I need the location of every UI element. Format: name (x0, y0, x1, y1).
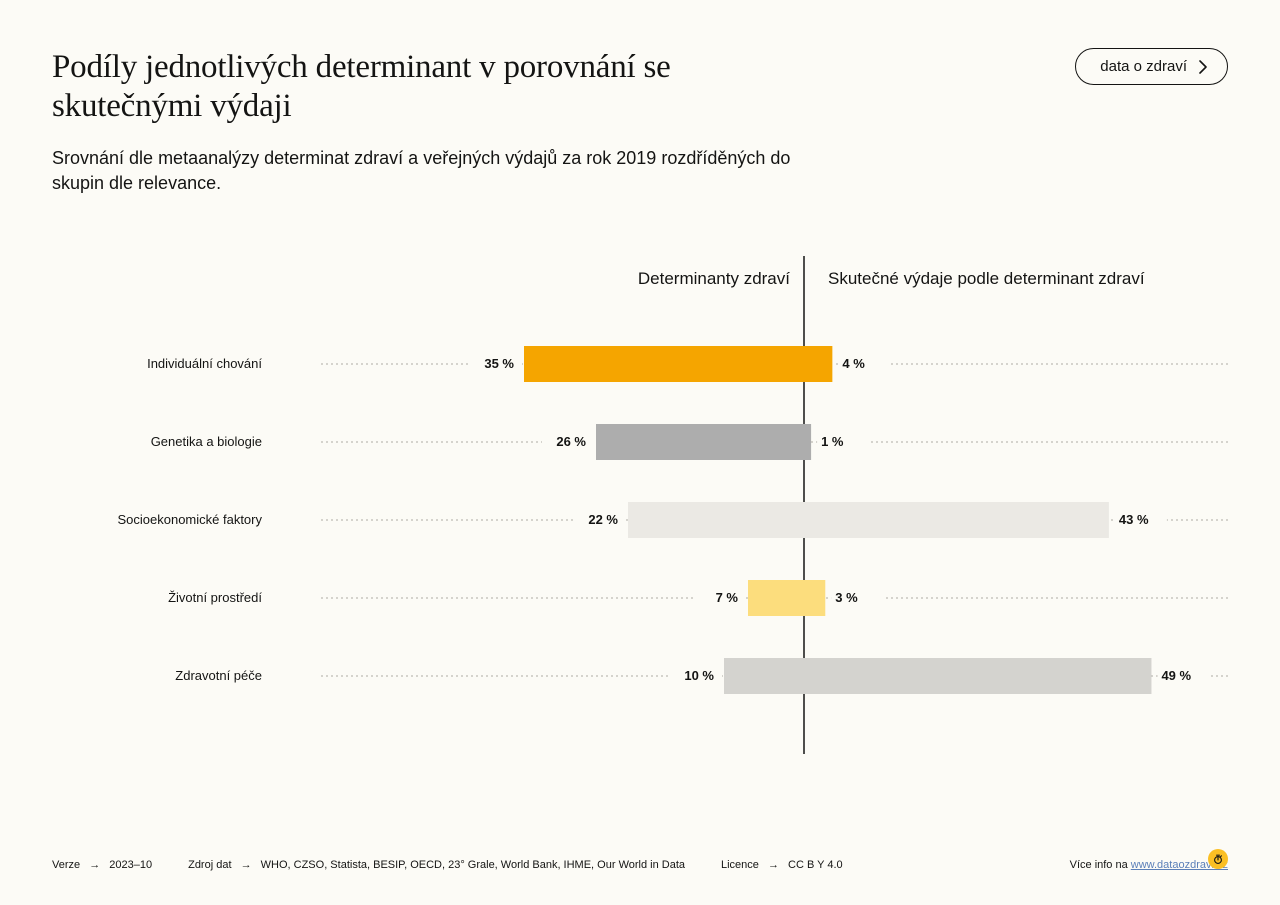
value-right: 49 % (1161, 668, 1191, 683)
value-left: 26 % (556, 434, 586, 449)
footer-licence: Licence → CC B Y 4.0 (721, 859, 843, 871)
bar-right (804, 580, 825, 616)
bar-right (804, 502, 1109, 538)
footer-version: Verze → 2023–10 (52, 859, 152, 871)
value-right: 4 % (842, 356, 865, 371)
bar-left (524, 346, 804, 382)
footer: Verze → 2023–10 Zdroj dat → WHO, CZSO, S… (52, 859, 1228, 871)
value-right: 1 % (821, 434, 844, 449)
stopwatch-icon (1212, 853, 1224, 865)
brand-badge (1208, 849, 1228, 869)
bar-right (804, 346, 832, 382)
value-right: 43 % (1119, 512, 1149, 527)
value-left: 22 % (588, 512, 618, 527)
chevron-right-icon (1199, 60, 1207, 74)
footer-source: Zdroj dat → WHO, CZSO, Statista, BESIP, … (188, 859, 685, 871)
bar-left (724, 658, 804, 694)
button-label: data o zdraví (1100, 58, 1187, 75)
value-left: 7 % (716, 590, 739, 605)
page-title: Podíly jednotlivých determinant v porovn… (52, 48, 752, 126)
axis-label-right: Skutečné výdaje podle determinant zdraví (828, 269, 1145, 288)
value-right: 3 % (835, 590, 858, 605)
bar-right (804, 658, 1151, 694)
category-label: Socioekonomické faktory (117, 512, 262, 527)
data-o-zdravi-button[interactable]: data o zdraví (1075, 48, 1228, 85)
page-subtitle: Srovnání dle metaanalýzy determinat zdra… (52, 146, 812, 196)
footer-more-info: Více info na www.dataozdravi.cz (1070, 859, 1228, 871)
page: Podíly jednotlivých determinant v porovn… (0, 0, 1280, 905)
bar-left (748, 580, 804, 616)
category-label: Genetika a biologie (151, 434, 262, 449)
bar-right (804, 424, 811, 460)
diverging-bar-chart: Determinanty zdraví Skutečné výdaje podle… (52, 256, 1228, 816)
chart-svg: Determinanty zdraví Skutečné výdaje podle… (52, 256, 1228, 816)
header-row: Podíly jednotlivých determinant v porovn… (52, 48, 1228, 126)
bar-left (628, 502, 804, 538)
bar-left (596, 424, 804, 460)
axis-label-left: Determinanty zdraví (638, 269, 790, 288)
value-left: 10 % (684, 668, 714, 683)
category-label: Individuální chování (147, 356, 262, 371)
value-left: 35 % (484, 356, 514, 371)
category-label: Zdravotní péče (175, 668, 262, 683)
category-label: Životní prostředí (168, 590, 262, 605)
